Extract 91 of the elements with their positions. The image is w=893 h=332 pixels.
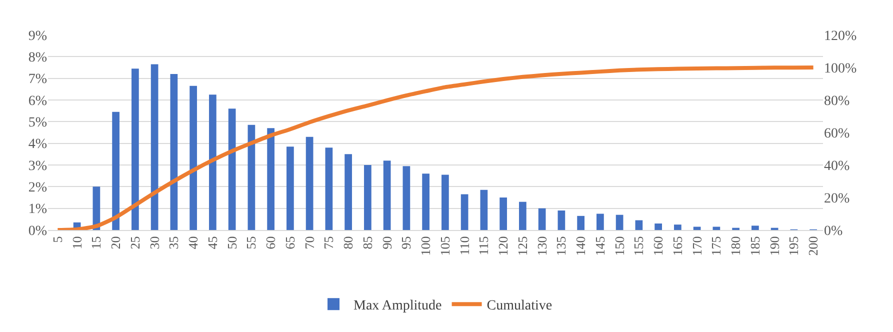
y2-tick-label: 120% [824,28,857,44]
bar [209,94,216,230]
x-tick-label: 40 [186,236,201,250]
bar [654,224,662,230]
x-tick-label: 185 [747,236,762,256]
bar [402,166,410,230]
bar [170,74,178,230]
y2-tick-label: 80% [824,94,850,109]
bar [344,154,352,230]
legend-label: Max Amplitude [354,298,442,314]
y-tick-label: 5% [28,116,48,131]
bar [306,136,314,230]
y-tick-label: 1% [28,202,48,218]
x-tick-label: 80 [340,236,356,250]
y-tick-label: 4% [28,137,48,152]
x-tick-label: 100 [418,236,434,256]
bar [383,160,391,230]
x-tick-label: 45 [204,236,220,250]
x-tick-label: 195 [786,236,802,256]
x-tick-label: 35 [166,236,182,250]
bar [752,226,759,230]
x-tick-label: 125 [514,236,530,256]
bar [616,214,624,230]
x-tick-label: 50 [224,236,240,250]
x-tick-label: 25 [127,236,142,250]
x-tick-label: 70 [302,236,317,250]
y-tick-label: 2% [28,180,48,196]
x-tick-label: 180 [728,236,744,256]
x-tick-label: 10 [69,236,84,250]
y-tick-label: 3% [28,158,48,174]
x-tick-label: 170 [689,236,704,256]
x-tick-label: 160 [650,236,666,256]
bar [460,194,468,230]
x-tick-label: 190 [766,236,782,256]
x-tick-label: 165 [670,236,685,256]
y-tick-label: 0% [28,224,48,239]
y-tick-label: 6% [28,94,48,109]
x-tick-label: 110 [456,236,472,256]
x-tick-label: 60 [263,236,278,250]
x-tick-label: 20 [108,236,124,250]
bar [190,86,197,230]
bar [364,165,372,230]
bar [596,214,604,230]
bar [248,124,256,230]
y-tick-label: 9% [28,28,48,44]
x-tick-label: 150 [612,236,627,256]
bar [480,190,488,230]
bar [500,198,507,230]
x-tick-label: 115 [476,236,492,256]
bar [422,174,430,230]
x-tick-label: 30 [146,236,162,250]
x-tick-label: 65 [282,236,298,250]
x-tick-label: 155 [631,236,646,256]
x-tick-label: 105 [437,236,452,256]
x-tick-label: 75 [321,236,336,250]
y-tick-label: 7% [28,72,48,88]
bar [635,220,643,230]
x-tick-label: 130 [534,236,550,256]
bar [132,68,139,230]
y2-tick-label: 100% [824,61,857,76]
y-tick-label: 8% [28,50,48,66]
x-tick-label: 90 [379,236,394,250]
bar [325,148,333,230]
bar [112,112,120,230]
x-tick-label: 175 [708,236,724,256]
x-tick-label: 120 [496,236,511,256]
bar [286,146,294,230]
y2-tick-label: 40% [824,158,850,174]
y2-tick-label: 60% [824,126,850,142]
legend-label: Cumulative [486,298,552,314]
x-tick-label: 95 [398,236,414,250]
x-tick-label: 135 [554,236,569,256]
x-tick-label: 200 [806,236,821,256]
bar [519,202,526,230]
bar [228,108,236,230]
y2-tick-label: 0% [824,224,843,239]
bar [442,174,449,230]
y2-tick-label: 20% [824,191,850,206]
bar [150,64,158,230]
x-tick-label: 145 [592,236,608,256]
bar [674,224,682,230]
x-tick-label: 5 [50,236,65,243]
bar [267,128,274,230]
bar [577,216,584,230]
bar [538,208,546,230]
x-tick-label: 15 [88,236,104,250]
line-series [56,66,816,230]
bar [558,210,566,230]
x-tick-label: 85 [360,236,375,250]
x-tick-label: 140 [573,236,588,256]
x-tick-label: 55 [244,236,259,250]
